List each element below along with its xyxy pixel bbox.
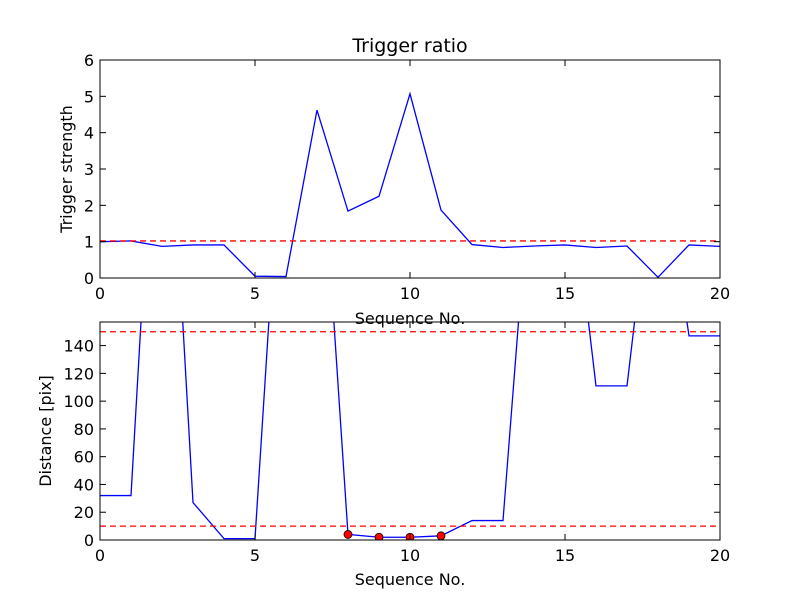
distance-x-tick-label: 0 bbox=[95, 546, 105, 565]
trigger-ratio-x-tick-label: 10 bbox=[400, 284, 420, 303]
distance-y-tick-label: 20 bbox=[74, 503, 94, 522]
trigger-ratio-ylabel: Trigger strength bbox=[57, 105, 76, 234]
trigger-ratio-series-line bbox=[100, 91, 720, 278]
distance-xlabel: Sequence No. bbox=[355, 570, 466, 589]
trigger-ratio-y-tick-label: 5 bbox=[84, 87, 94, 106]
distance-x-tick-label: 15 bbox=[555, 546, 575, 565]
distance-y-tick-label: 100 bbox=[63, 392, 94, 411]
distance-y-tick-label: 80 bbox=[74, 420, 94, 439]
trigger-ratio-y-tick-label: 4 bbox=[84, 124, 94, 143]
distance-y-tick-label: 0 bbox=[84, 531, 94, 550]
distance-y-tick-label: 120 bbox=[63, 364, 94, 383]
trigger-ratio-x-tick-label: 20 bbox=[710, 284, 730, 303]
trigger-ratio-y-tick-label: 1 bbox=[84, 233, 94, 252]
distance-marker-point bbox=[343, 530, 353, 539]
distance-ticks: 0 5 10 15 20 0 20 40 60 80 100 120 140 bbox=[63, 322, 730, 565]
trigger-ratio-x-tick-label: 0 bbox=[95, 284, 105, 303]
trigger-ratio-plot-area bbox=[100, 91, 720, 278]
distance-y-tick-label: 60 bbox=[74, 448, 94, 467]
distance-x-tick-label: 10 bbox=[400, 546, 420, 565]
trigger-ratio-y-tick-label: 6 bbox=[84, 51, 94, 70]
trigger-ratio-y-tick-label: 2 bbox=[84, 196, 94, 215]
trigger-ratio-y-tick-label: 3 bbox=[84, 160, 94, 179]
trigger-ratio-chart: 0 5 10 15 20 0 1 2 3 4 5 6 Trigger ratio Sequence N… bbox=[57, 35, 730, 328]
trigger-ratio-y-tick-label: 0 bbox=[84, 269, 94, 288]
trigger-ratio-x-tick-label: 15 bbox=[555, 284, 575, 303]
trigger-ratio-x-tick-label: 5 bbox=[250, 284, 260, 303]
trigger-ratio-title: Trigger ratio bbox=[351, 35, 467, 57]
trigger-ratio-xlabel: Sequence No. bbox=[355, 309, 466, 328]
distance-y-tick-label: 40 bbox=[74, 475, 94, 494]
distance-x-tick-label: 20 bbox=[710, 546, 730, 565]
distance-marker-point bbox=[436, 531, 446, 540]
distance-y-tick-label: 140 bbox=[63, 337, 94, 356]
trigger-ratio-ticks: 0 5 10 15 20 0 1 2 3 4 5 6 bbox=[84, 51, 730, 303]
distance-ylabel: Distance [pix] bbox=[36, 375, 55, 487]
distance-x-tick-label: 5 bbox=[250, 546, 260, 565]
distance-marker-point bbox=[374, 532, 384, 540]
